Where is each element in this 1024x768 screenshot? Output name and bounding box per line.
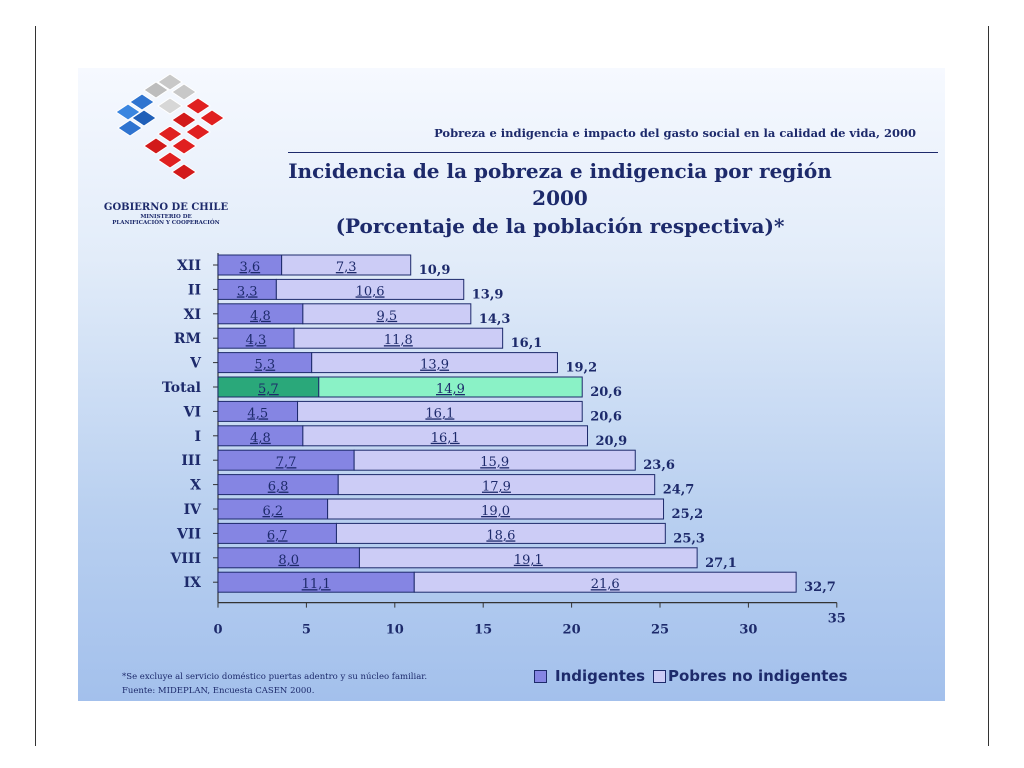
value-label-total: 20,9 [596,434,628,449]
value-label-indigentes: 4,3 [246,333,267,348]
bar-pobres-iv [327,498,665,520]
legend-label-indigentes: Indigentes [555,667,645,685]
value-label-indigentes: 8,0 [278,553,299,568]
value-label-pobres: 19,1 [514,553,543,568]
header-rule [288,152,938,153]
category-label-iv: IV [184,502,203,518]
x-tick-label: 0 [213,623,222,638]
x-tick-label: 30 [739,623,757,638]
bar-pobres-rm [293,327,504,349]
government-logo-icon [115,73,225,181]
value-label-total: 16,1 [511,336,543,351]
value-label-indigentes: 6,8 [268,480,289,495]
legend-swatch-indigentes [534,669,547,683]
source-note: Fuente: MIDEPLAN, Encuesta CASEN 2000. [122,686,315,696]
value-label-total: 23,6 [643,458,675,473]
value-label-total: 20,6 [590,385,622,400]
value-label-indigentes: 6,2 [262,504,283,519]
value-label-total: 32,7 [804,580,836,595]
org-name: GOBIERNO DE CHILE [103,202,229,213]
ministry-name: MINISTERIO DE PLANIFICACIÓN Y COOPERACIÓ… [86,214,246,226]
category-label-vii: VII [176,526,201,542]
legend-label-pobres: Pobres no indigentes [668,667,848,685]
x-tick-label: 20 [563,623,581,638]
value-label-pobres: 7,3 [336,260,357,275]
value-label-total: 20,6 [590,409,622,424]
value-label-total: 25,3 [673,531,705,546]
x-tick-label: 5 [302,623,311,638]
chart-title: Incidencia de la pobreza e indigencia po… [288,159,832,183]
value-label-total: 24,7 [663,483,695,498]
ministry-line-2: PLANIFICACIÓN Y COOPERACIÓN [112,220,220,226]
bar-pobres-ix [413,571,797,593]
value-label-indigentes: 4,8 [250,309,271,324]
value-label-pobres: 13,9 [420,358,449,373]
bar-pobres-viii [358,547,698,569]
category-label-v: V [189,356,202,372]
chart-legend: Indigentes Pobres no indigentes [534,667,848,685]
bar-pobres-vi [297,400,583,422]
value-label-pobres: 21,6 [591,577,620,592]
value-label-indigentes: 6,7 [267,528,288,543]
value-label-pobres: 19,0 [481,504,510,519]
bar-pobres-x [337,474,656,496]
bar-pobres-vii [335,522,666,544]
value-label-pobres: 9,5 [377,309,398,324]
category-label-vi: VI [183,404,201,420]
legend-swatch-pobres [653,669,666,683]
value-label-indigentes: 4,5 [247,406,268,421]
bar-pobres-v [311,352,558,374]
bar-pobres-i [302,425,589,447]
value-label-indigentes: 3,3 [237,284,258,299]
bar-pobres-ii [275,278,465,300]
category-label-x: X [190,478,201,494]
left-border-line [35,26,36,746]
value-label-total: 27,1 [705,556,737,571]
value-label-indigentes: 5,7 [258,382,279,397]
x-tick-label: 15 [474,623,492,638]
value-label-total: 14,3 [479,312,511,327]
value-label-total: 25,2 [672,507,704,522]
category-label-rm: RM [174,331,201,347]
footnote: *Se excluye al servicio doméstico puerta… [122,672,428,682]
value-label-pobres: 18,6 [486,528,515,543]
chart-title-year: 2000 [532,186,588,210]
value-label-pobres: 17,9 [482,480,511,495]
right-border-line [988,26,989,746]
chart-title-note: (Porcentaje de la población respectiva)* [335,214,785,238]
x-tick-label: 10 [386,623,404,638]
value-label-indigentes: 5,3 [255,358,276,373]
category-label-ii: II [188,282,201,298]
value-label-pobres: 14,9 [436,382,465,397]
category-label-xii: XII [177,258,201,274]
value-label-indigentes: 7,7 [276,455,297,470]
value-label-total: 19,2 [565,361,597,376]
bar-pobres-total [318,376,583,398]
value-label-indigentes: 4,8 [250,431,271,446]
value-label-pobres: 11,8 [384,333,413,348]
value-label-pobres: 16,1 [425,406,454,421]
header-subtitle: Pobreza e indigencia e impacto del gasto… [434,126,916,140]
ministry-line-1: MINISTERIO DE [140,214,192,220]
x-tick-label: 25 [651,623,669,638]
bar-pobres-xi [302,303,472,325]
category-label-iii: III [181,453,201,469]
value-label-indigentes: 3,6 [239,260,260,275]
value-label-total: 13,9 [472,287,504,302]
value-label-total: 10,9 [419,263,451,278]
category-label-i: I [194,429,201,445]
category-label-total: Total [162,380,201,396]
value-label-pobres: 15,9 [480,455,509,470]
x-tick-label: 35 [828,612,846,627]
category-label-viii: VIII [169,551,201,567]
category-label-ix: IX [184,575,202,591]
value-label-pobres: 16,1 [431,431,460,446]
category-label-xi: XI [184,307,201,323]
value-label-indigentes: 11,1 [302,577,331,592]
value-label-pobres: 10,6 [356,284,385,299]
bar-pobres-iii [353,449,636,471]
bar-pobres-xii [281,254,412,276]
